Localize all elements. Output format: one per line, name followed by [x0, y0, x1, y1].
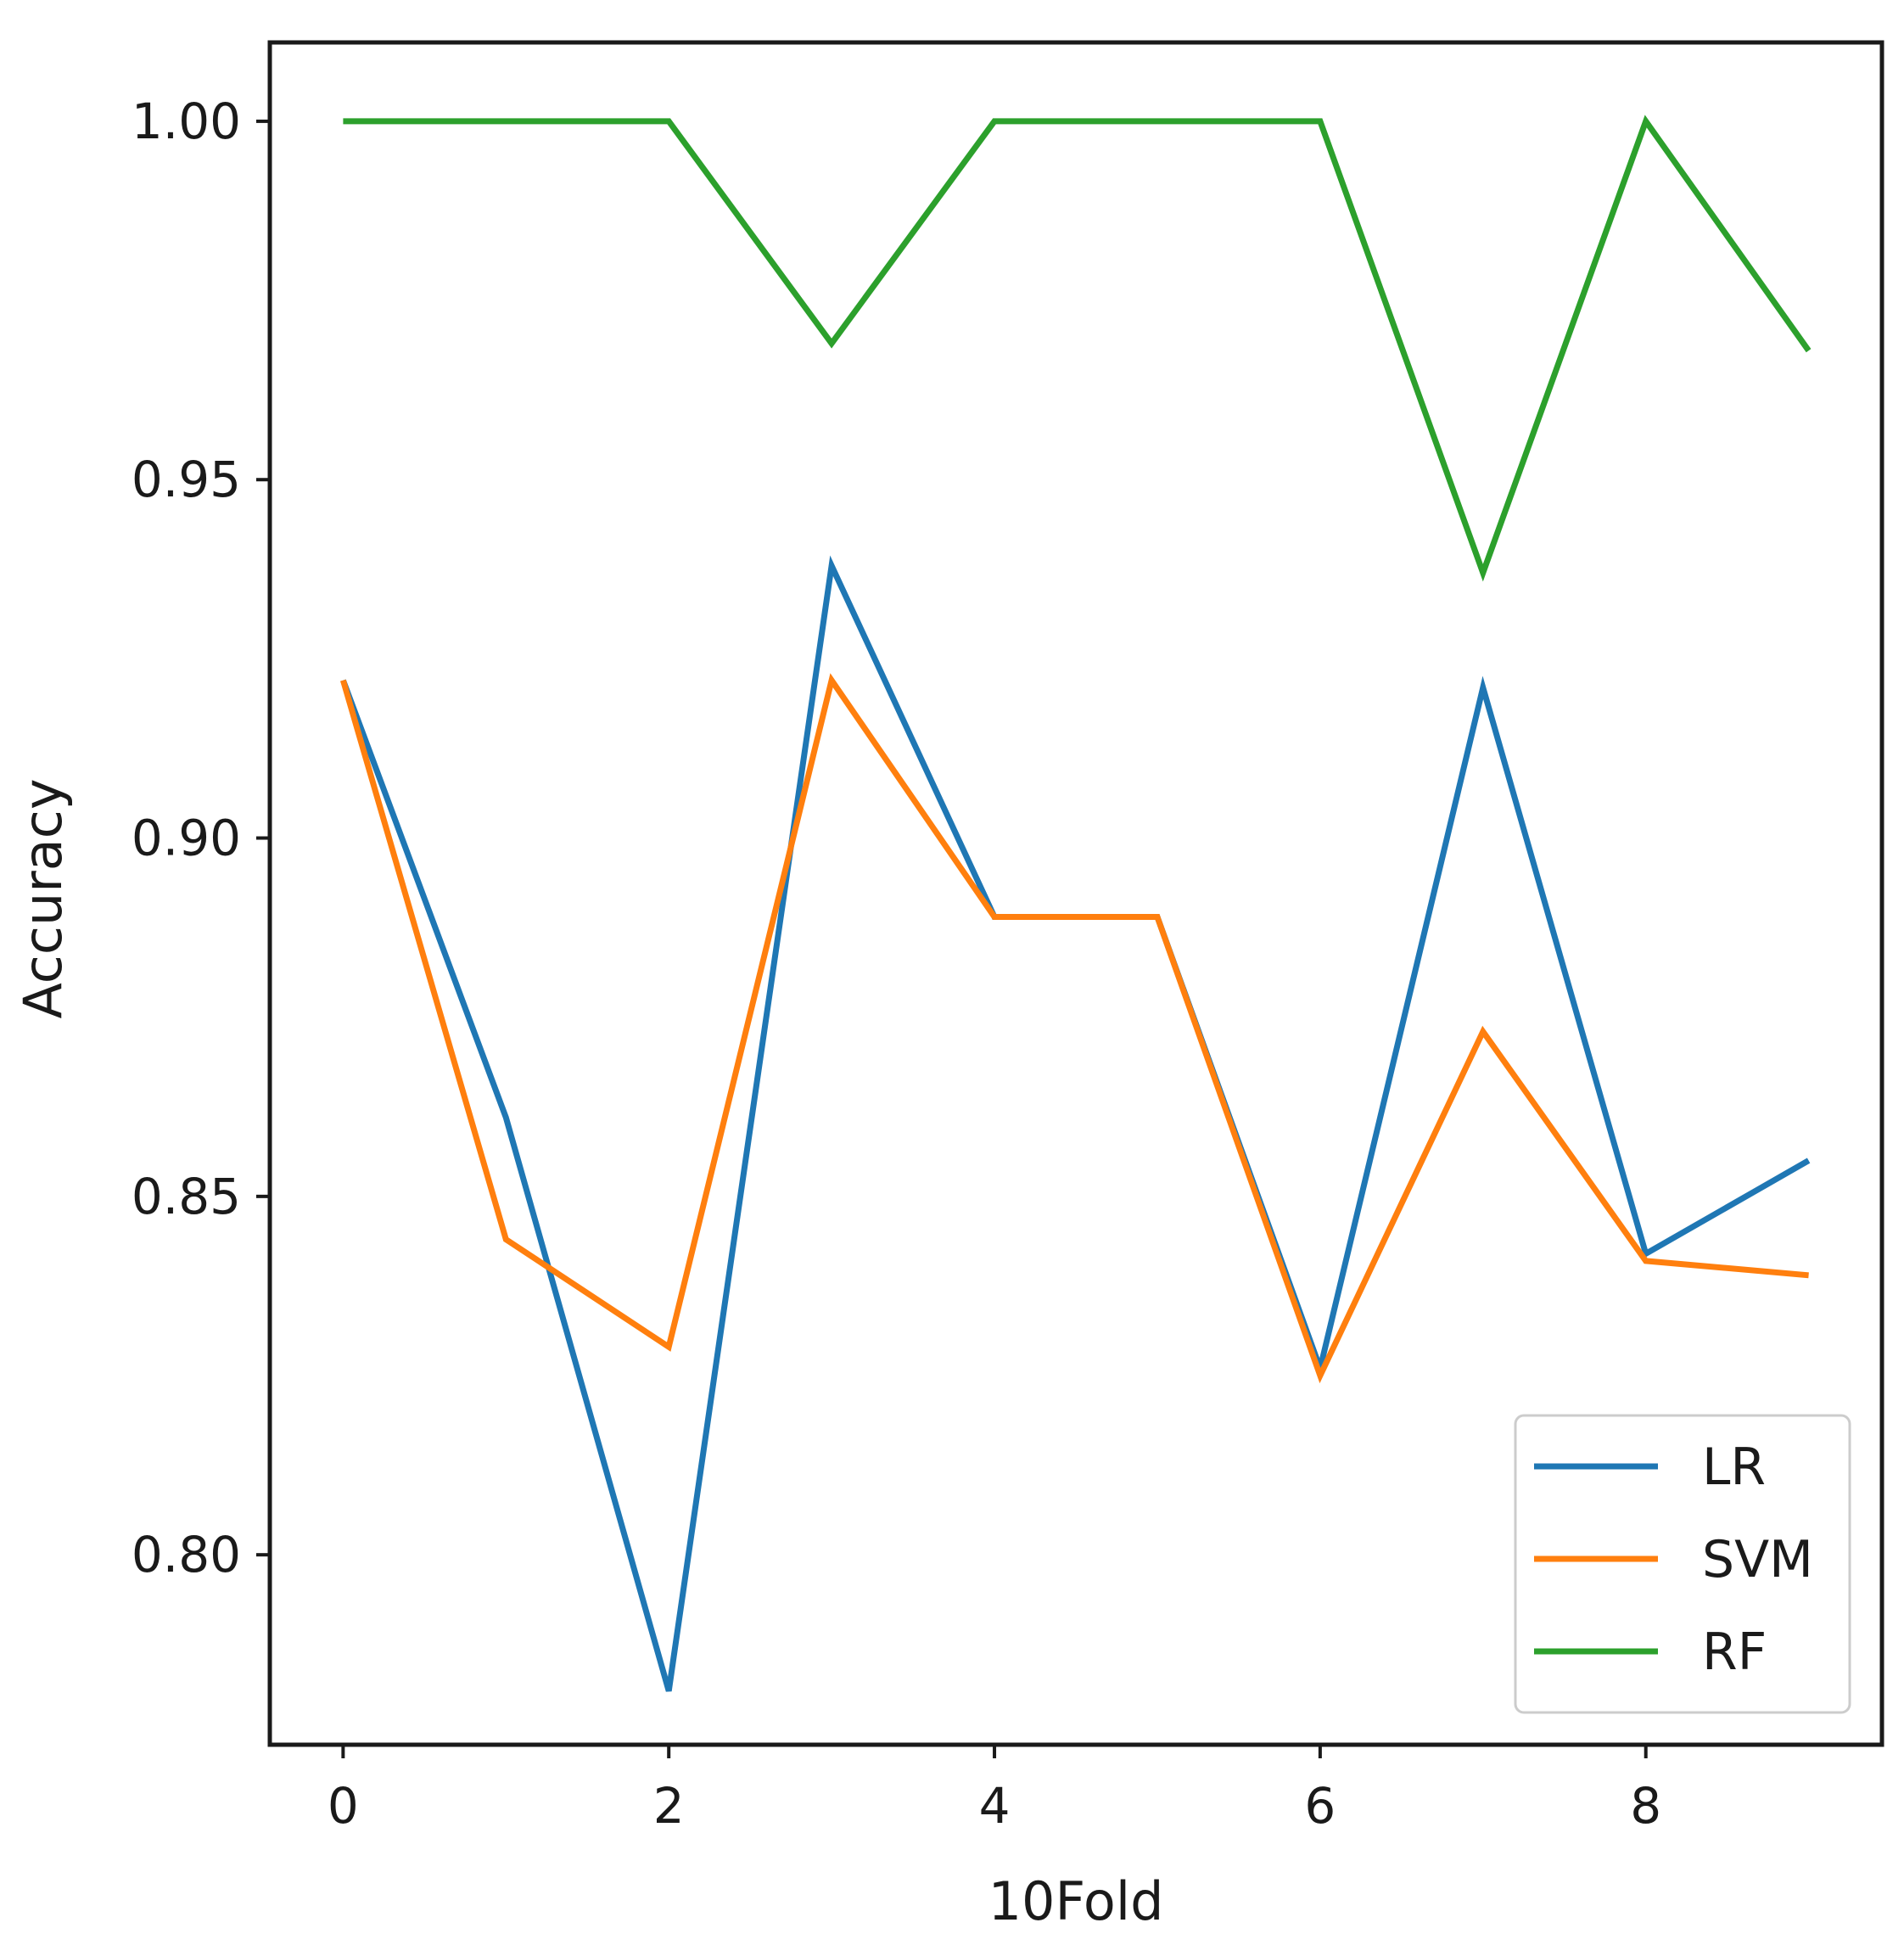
x-axis: 0 2 4 6 8 [328, 1745, 1661, 1835]
y-axis-title: Accuracy [12, 778, 74, 1018]
y-axis: 0.80 0.85 0.90 0.95 1.00 [132, 92, 270, 1583]
x-tick-label: 0 [328, 1777, 359, 1835]
legend-box [1514, 1414, 1851, 1714]
legend-label-lr: LR [1702, 1438, 1766, 1497]
y-tick-label: 0.85 [132, 1168, 241, 1225]
y-tick-label: 1.00 [132, 92, 241, 150]
y-tick-label: 0.80 [132, 1526, 241, 1583]
series-line-rf [343, 115, 1812, 582]
x-tick-label: 4 [979, 1777, 1011, 1835]
x-tick-label: 6 [1304, 1777, 1336, 1835]
legend: LR SVM RF [1514, 1414, 1851, 1714]
x-tick-label: 2 [653, 1777, 685, 1835]
x-axis-title: 10Fold [988, 1870, 1164, 1932]
x-tick-label: 8 [1630, 1777, 1661, 1835]
y-tick-label: 0.95 [132, 451, 241, 508]
y-tick-label: 0.90 [132, 810, 241, 867]
series-line-svm [340, 673, 1809, 1384]
plot-frame [267, 40, 1884, 1747]
series-layer [340, 115, 1812, 1692]
legend-label-rf: RF [1702, 1623, 1767, 1682]
legend-label-svm: SVM [1702, 1530, 1813, 1589]
